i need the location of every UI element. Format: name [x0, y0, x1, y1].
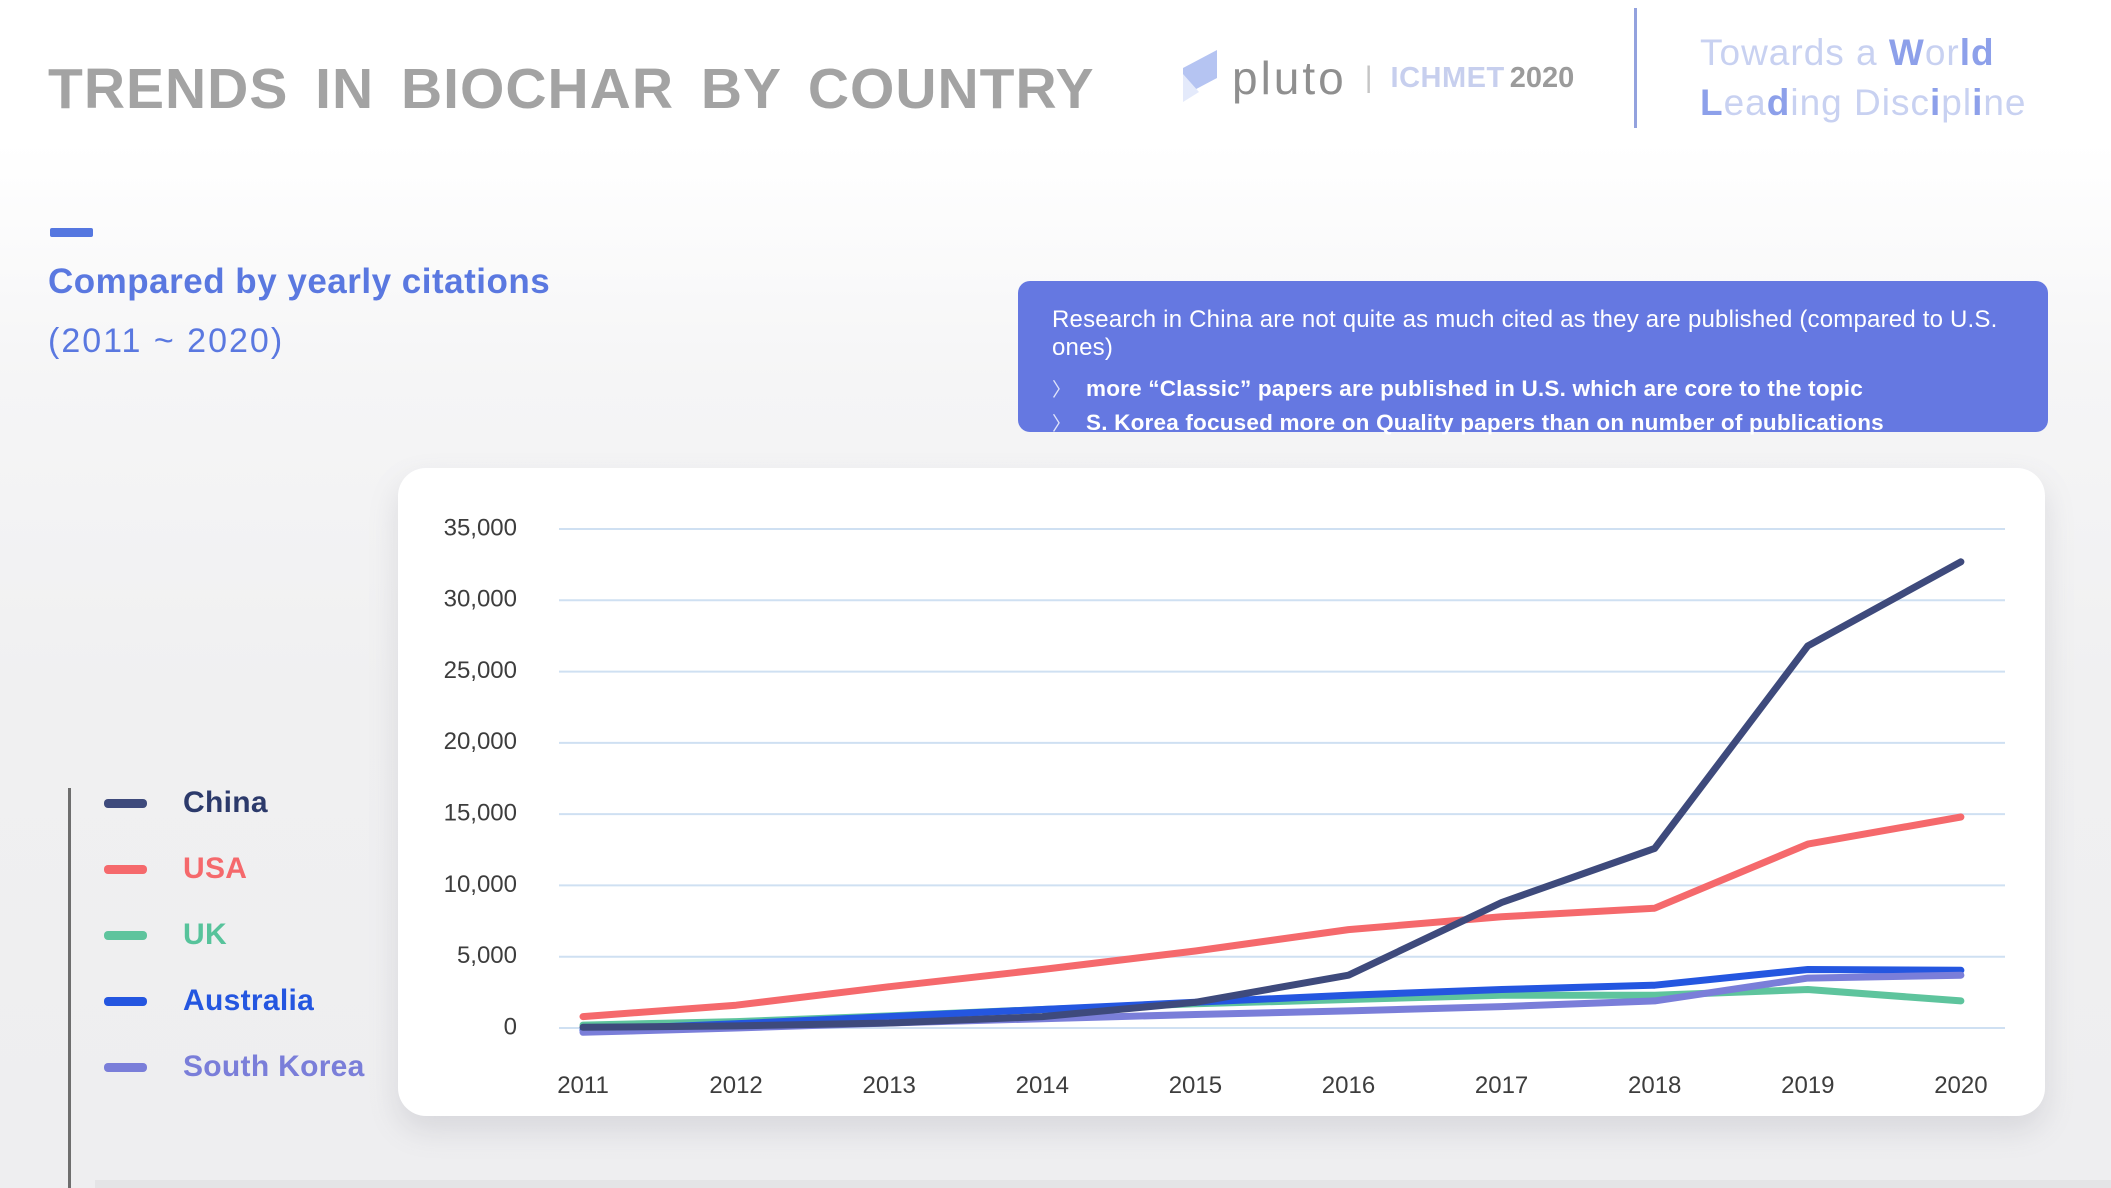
tagline-segment: pl [1941, 82, 1973, 123]
x-axis-tick-label: 2013 [863, 1072, 916, 1099]
chart-subtitle: Compared by yearly citations [48, 262, 551, 301]
x-axis-tick-label: 2012 [709, 1072, 762, 1099]
tagline-segment: L [1700, 82, 1724, 123]
legend-item: South Korea [104, 1034, 365, 1100]
legend-rule [68, 788, 71, 1188]
y-axis-tick-label: 20,000 [444, 728, 517, 755]
callout-bullet: 〉 S. Korea focused more on Quality papers… [1052, 409, 2024, 436]
y-axis-tick-label: 5,000 [457, 942, 517, 969]
tagline-segment: ne [1983, 82, 2027, 123]
x-axis-tick-label: 2015 [1169, 1072, 1222, 1099]
legend-item: Australia [104, 968, 365, 1034]
tagline-segment: ld [1959, 32, 1995, 73]
x-axis-tick-label: 2016 [1322, 1072, 1375, 1099]
tagline-segment: W [1888, 32, 1925, 73]
callout-bullet-text: more “Classic” papers are published in U… [1086, 376, 1863, 401]
bottom-edge-strip [95, 1180, 2111, 1188]
tagline-segment: ing [1790, 82, 1855, 123]
x-axis-tick-label: 2018 [1628, 1072, 1681, 1099]
trend-chart: 0 5,000 10,000 15,000 20,000 25,000 30,000 35,0… [444, 514, 2005, 1099]
y-axis-tick-label: 10,000 [444, 871, 517, 898]
tagline-line1: Towards a World [1700, 28, 2027, 78]
legend-label: China [183, 786, 268, 819]
tagline-segment: i [1972, 82, 1984, 123]
accent-dash [50, 228, 93, 237]
y-axis-tick-label: 15,000 [444, 799, 517, 826]
legend-swatch [104, 864, 147, 874]
callout-bullet: 〉 more “Classic” papers are published in … [1052, 375, 2024, 402]
legend-label: UK [183, 918, 227, 951]
legend-swatch [104, 798, 147, 808]
y-axis-tick-label: 30,000 [444, 586, 517, 613]
series-line-australia [579, 966, 1965, 1034]
y-axis-tick-label: 0 [504, 1013, 517, 1040]
chart-legend: China USA UK Australia South Korea [104, 770, 365, 1100]
legend-label: South Korea [183, 1050, 365, 1083]
x-axis-tick-label: 2017 [1475, 1072, 1528, 1099]
tagline-segment: i [1929, 82, 1942, 123]
tagline-line2: Leading Discipline [1700, 78, 2027, 128]
series-line-usa [579, 813, 1965, 1021]
logo-wordmark: pluto [1232, 52, 1347, 104]
logo-event-name: ICHMET [1390, 61, 1505, 94]
chart-card: 0 5,000 10,000 15,000 20,000 25,000 30,000 35,0… [398, 468, 2045, 1116]
page-title: TRENDS IN BIOCHAR BY COUNTRY [48, 57, 1095, 121]
tagline-segment: d [1766, 82, 1791, 123]
tagline: Towards a World Leading Discipline [1700, 28, 2027, 128]
y-axis-tick-label: 25,000 [444, 657, 517, 684]
pluto-flag-icon [1183, 50, 1217, 102]
legend-label: USA [183, 852, 248, 885]
chevron-icon: 〉 [1052, 414, 1072, 435]
legend-label: Australia [183, 984, 315, 1017]
series-line-china [579, 558, 1965, 1031]
header-divider [1634, 8, 1637, 128]
callout-bullets: 〉 more “Classic” papers are published in … [1052, 375, 2024, 436]
tagline-segment: or [1924, 32, 1960, 73]
insight-callout: Research in China are not quite as much … [1018, 281, 2048, 435]
logo-separator: | [1364, 61, 1373, 94]
legend-swatch [104, 1062, 147, 1072]
chart-year-range: (2011 ~ 2020) [48, 322, 285, 360]
callout-bullet-text: S. Korea focused more on Quality papers … [1086, 410, 1884, 435]
chevron-icon: 〉 [1052, 380, 1072, 401]
y-axis-tick-label: 35,000 [444, 514, 517, 541]
x-axis-tick-label: 2019 [1781, 1072, 1834, 1099]
legend-item: USA [104, 836, 365, 902]
legend-item: UK [104, 902, 365, 968]
tagline-segment: ea [1723, 82, 1767, 123]
legend-item: China [104, 770, 365, 836]
x-axis-tick-label: 2011 [557, 1072, 609, 1099]
legend-swatch [104, 996, 147, 1006]
pluto-logo: pluto | ICHMET 2020 [1176, 46, 1574, 110]
x-axis-tick-label: 2014 [1016, 1072, 1069, 1099]
tagline-segment: Disc [1854, 82, 1930, 123]
logo-event-year: 2020 [1509, 61, 1575, 94]
x-axis-tick-label: 2020 [1934, 1072, 1987, 1099]
legend-swatch [104, 930, 147, 940]
tagline-segment: Towards a [1700, 32, 1889, 73]
callout-title: Research in China are not quite as much … [1052, 306, 1998, 361]
